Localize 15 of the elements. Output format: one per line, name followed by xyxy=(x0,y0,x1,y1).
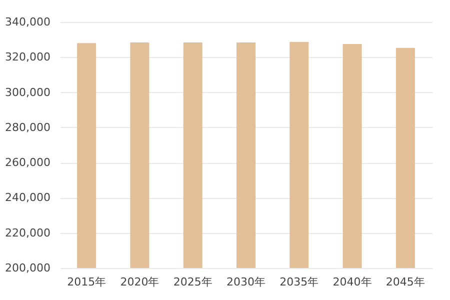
x-tick-label: 2015年 xyxy=(67,276,106,288)
y-tick-label: 280,000 xyxy=(5,120,50,134)
x-tick-label: 2025年 xyxy=(173,276,212,288)
x-tick-label: 2040年 xyxy=(332,276,372,288)
x-tick-label: 2045年 xyxy=(386,276,425,288)
y-tick-label: 320,000 xyxy=(5,50,50,64)
y-tick-label: 260,000 xyxy=(5,156,50,170)
y-tick-label: 340,000 xyxy=(5,16,50,28)
x-tick-label: 2030年 xyxy=(226,276,266,288)
x-tick-label: 2020年 xyxy=(120,276,160,288)
y-tick-label: 220,000 xyxy=(5,226,50,240)
y-tick-label: 200,000 xyxy=(5,262,50,274)
y-tick-label: 300,000 xyxy=(5,86,50,99)
x-tick-label: 2035年 xyxy=(280,276,319,288)
y-tick-label: 240,000 xyxy=(5,191,50,204)
